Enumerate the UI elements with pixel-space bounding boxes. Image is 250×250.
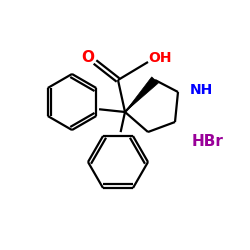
Text: NH: NH [190, 83, 213, 97]
Text: OH: OH [148, 51, 172, 65]
Polygon shape [125, 77, 158, 112]
Text: HBr: HBr [192, 134, 224, 150]
Text: O: O [82, 50, 94, 66]
